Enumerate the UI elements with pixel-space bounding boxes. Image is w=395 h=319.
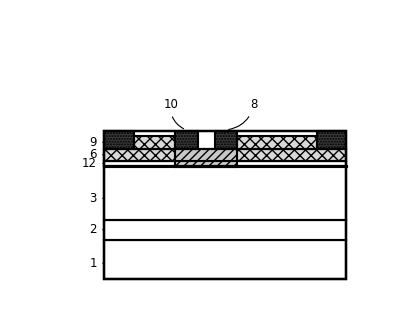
Bar (214, 131, 237, 149)
Bar (104, 149, 175, 160)
Bar (104, 131, 346, 279)
Text: 9: 9 (89, 136, 97, 149)
Text: 1: 1 (89, 257, 97, 270)
Bar (237, 136, 317, 149)
Bar (104, 166, 346, 220)
Bar (175, 131, 198, 149)
Bar (317, 131, 346, 149)
Text: 10: 10 (164, 99, 184, 129)
Text: 2: 2 (89, 223, 97, 236)
Text: 3: 3 (89, 192, 97, 205)
Bar (237, 149, 346, 160)
Text: 6: 6 (89, 148, 97, 161)
Bar (104, 220, 346, 240)
Bar (104, 131, 134, 149)
Bar (134, 136, 175, 149)
Bar (175, 149, 237, 167)
Bar (175, 149, 237, 161)
Text: 12: 12 (82, 157, 97, 170)
Bar (104, 149, 346, 160)
Text: 8: 8 (229, 99, 257, 130)
Bar (104, 160, 346, 166)
Bar (104, 240, 346, 279)
